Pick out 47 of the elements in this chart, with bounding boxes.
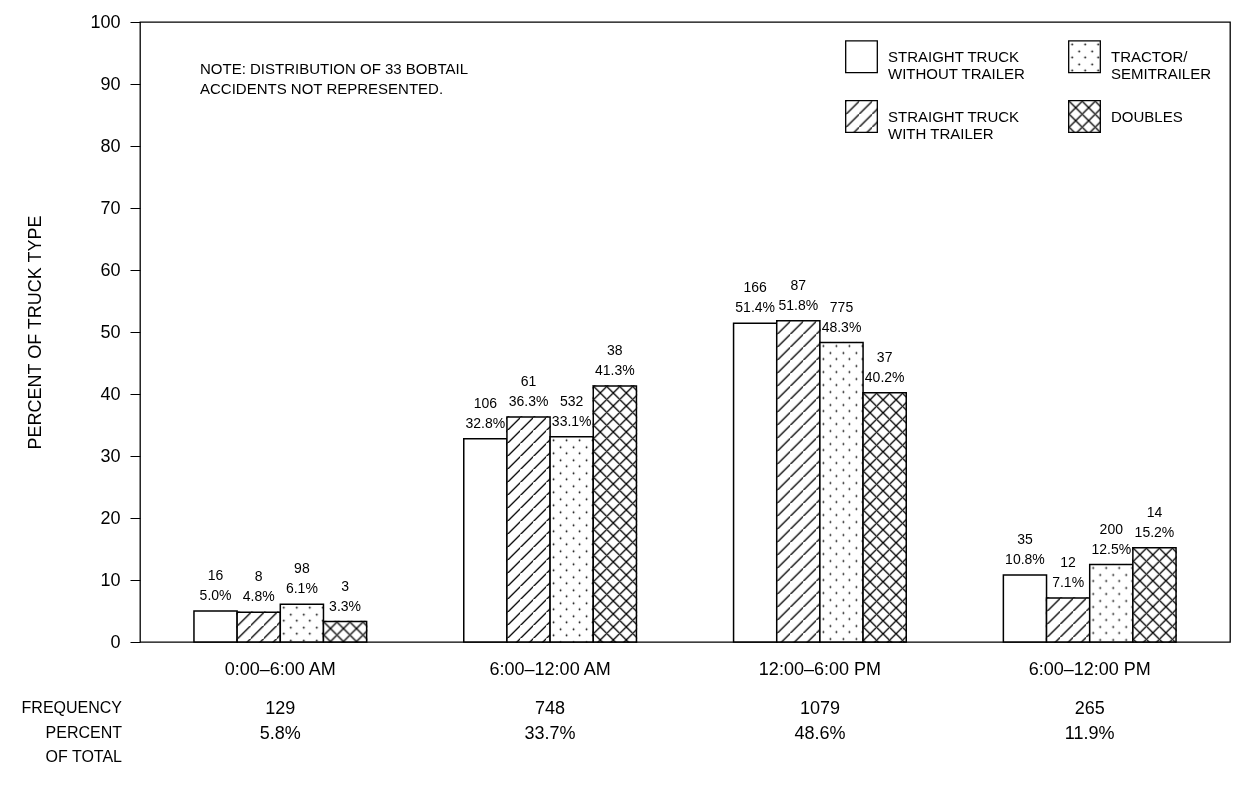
text: FREQUENCY — [21, 699, 123, 716]
data-label: 12 7.1% — [1052, 553, 1085, 590]
data-label: 35 10.8% — [1005, 531, 1045, 568]
x-tick-label: 6:00–12:00 AM — [489, 658, 611, 679]
y-tick-label: 10 — [100, 569, 121, 590]
x-tick-label: 6:00–12:00 PM — [1028, 658, 1151, 679]
text: 11.9% — [1064, 723, 1115, 743]
data-label: 14 15.2% — [1134, 503, 1175, 540]
data-label: 38 41.3% — [595, 341, 635, 378]
y-tick-label: 40 — [100, 383, 121, 404]
annotation: NOTE: DISTRIBUTION OF 33 BOBTAIL ACCIDENTS NOT REPRESENTED. — [200, 60, 469, 97]
y-tick-label: 60 — [100, 259, 121, 280]
y-tick-label: 0 — [110, 631, 121, 652]
y-axis-title: PERCENT OF TRUCK TYPE — [25, 215, 46, 450]
data-label: 8 4.8% — [242, 568, 275, 605]
y-tick-label: 20 — [100, 507, 121, 528]
data-label: 61 36.3% — [508, 372, 549, 409]
y-tick-label: 100 — [90, 11, 121, 32]
data-label: 16 5.0% — [199, 567, 232, 603]
y-tick-label: 50 — [100, 321, 121, 342]
x-tick-label: 12:00–6:00 PM — [758, 658, 881, 679]
x-tick-label: 0:00–6:00 AM — [224, 658, 336, 679]
data-label: 37 40.2% — [864, 348, 905, 385]
legend-label: TRACTOR/ SEMITRAILER — [1111, 47, 1212, 82]
text: 48.6% — [794, 723, 846, 743]
text: 748 — [535, 698, 566, 718]
data-label: 3 3.3% — [329, 577, 362, 614]
y-tick-label: 80 — [100, 135, 121, 156]
data-label: 166 51.4% — [735, 279, 775, 316]
text: 265 — [1074, 698, 1105, 718]
data-label: 106 32.8% — [465, 394, 506, 431]
data-label: 775 48.3% — [821, 298, 862, 335]
y-tick-label: 70 — [100, 197, 121, 218]
text: 129 — [265, 698, 296, 718]
text: 33.7% — [524, 723, 576, 743]
data-label: 200 12.5% — [1091, 520, 1132, 557]
text: 1079 — [799, 698, 840, 718]
legend-label: STRAIGHT TRUCK WITHOUT TRAILER — [888, 47, 1026, 82]
text: 5.8% — [259, 723, 301, 743]
legend-label: STRAIGHT TRUCK WITH TRAILER — [888, 107, 1020, 142]
y-tick-label: 90 — [100, 73, 121, 94]
text: PERCENT OF TOTAL — [45, 724, 123, 765]
data-label: 98 6.1% — [285, 560, 318, 597]
y-tick-label: 30 — [100, 445, 121, 466]
data-label: 532 33.1% — [551, 392, 592, 429]
data-label: 87 51.8% — [778, 276, 819, 313]
legend-label: DOUBLES — [1111, 107, 1183, 125]
